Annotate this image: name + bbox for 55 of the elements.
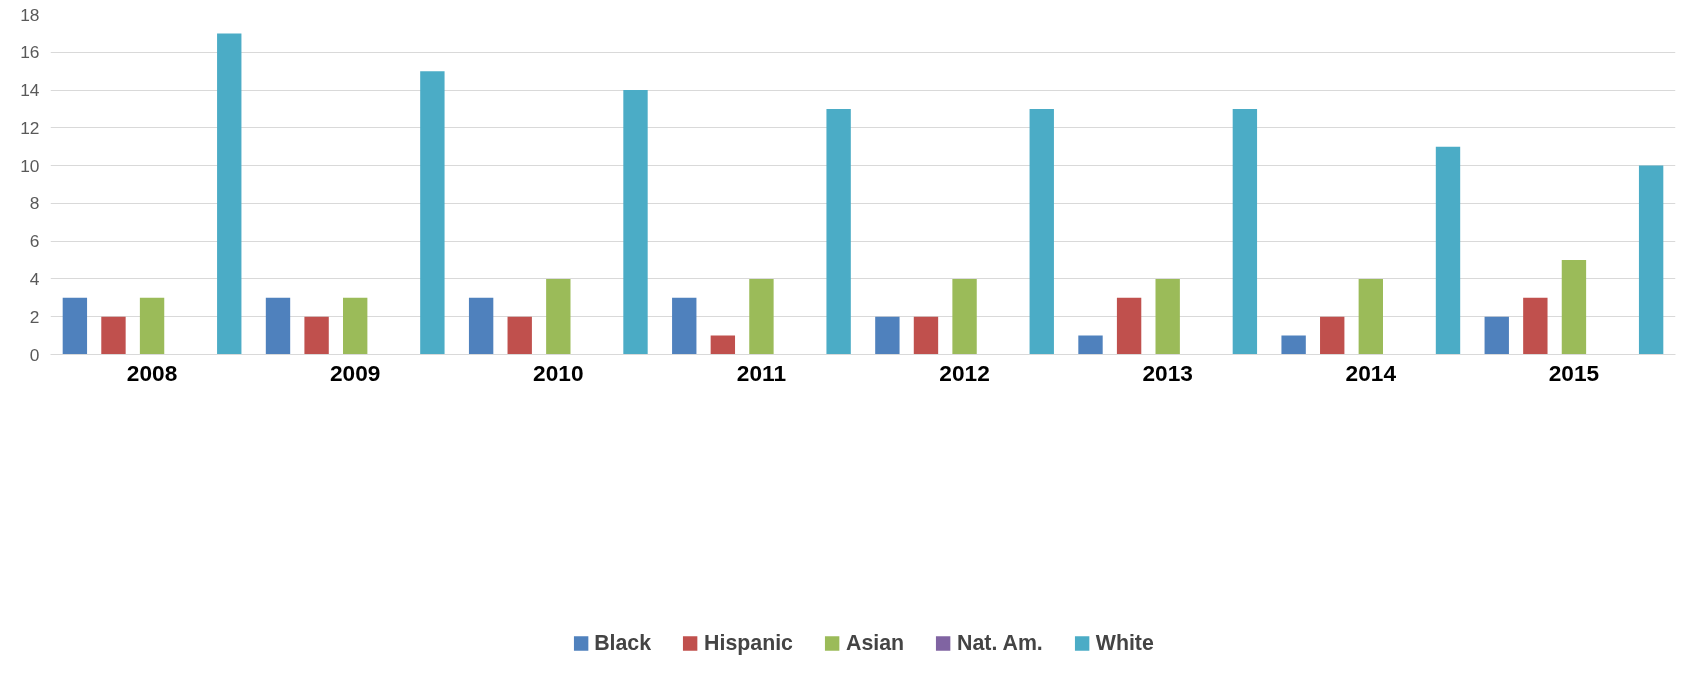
bar bbox=[710, 335, 736, 355]
bar bbox=[913, 316, 939, 355]
bar bbox=[265, 297, 291, 355]
legend-label: Black bbox=[594, 630, 652, 656]
x-tick-label: 2015 bbox=[1548, 359, 1600, 386]
x-tick-label: 2012 bbox=[939, 359, 990, 386]
bar bbox=[546, 278, 571, 355]
bar bbox=[1078, 335, 1103, 355]
y-tick-label: 12 bbox=[20, 117, 40, 138]
bar bbox=[826, 108, 851, 355]
bar bbox=[1116, 297, 1142, 355]
bar bbox=[62, 297, 88, 355]
y-tick-label: 14 bbox=[20, 80, 40, 101]
bar bbox=[1155, 278, 1180, 355]
x-tick-label: 2013 bbox=[1142, 359, 1193, 386]
y-tick-label: 6 bbox=[29, 231, 40, 252]
bar bbox=[1358, 278, 1383, 355]
bar bbox=[1435, 146, 1461, 355]
y-tick-label: 0 bbox=[29, 344, 40, 365]
bar bbox=[952, 278, 977, 355]
bar bbox=[1232, 108, 1258, 355]
bar bbox=[1320, 316, 1345, 355]
bar bbox=[749, 278, 774, 355]
y-tick-label: 18 bbox=[20, 4, 40, 25]
bar bbox=[420, 71, 445, 355]
bar bbox=[1523, 297, 1548, 355]
x-tick-label: 2008 bbox=[126, 359, 178, 386]
bar bbox=[1029, 108, 1054, 355]
bar bbox=[1561, 260, 1587, 355]
y-tick-label: 10 bbox=[20, 155, 40, 176]
legend-label: Asian bbox=[845, 630, 905, 656]
x-tick-label: 2014 bbox=[1345, 359, 1397, 386]
bar bbox=[672, 297, 697, 355]
bar bbox=[507, 316, 532, 355]
y-tick-label: 4 bbox=[29, 268, 40, 289]
bar bbox=[304, 316, 329, 355]
x-tick-label: 2009 bbox=[329, 359, 381, 386]
y-tick-label: 2 bbox=[29, 306, 40, 327]
y-tick-label: 8 bbox=[29, 193, 40, 214]
bar bbox=[217, 33, 242, 355]
legend-label: Hispanic bbox=[704, 630, 793, 656]
x-tick-label: 2010 bbox=[533, 359, 584, 386]
bar bbox=[1484, 316, 1509, 355]
legend-label: Nat. Am. bbox=[957, 630, 1043, 656]
bar bbox=[468, 297, 494, 355]
legend-label: White bbox=[1095, 630, 1154, 656]
x-tick-label: 2011 bbox=[736, 359, 787, 386]
bar bbox=[139, 297, 165, 355]
bar bbox=[101, 316, 126, 355]
bar bbox=[623, 90, 648, 355]
bar bbox=[1638, 165, 1664, 355]
bar bbox=[1281, 335, 1306, 355]
bar bbox=[343, 297, 368, 355]
bar bbox=[875, 316, 900, 355]
y-tick-label: 16 bbox=[20, 42, 40, 63]
